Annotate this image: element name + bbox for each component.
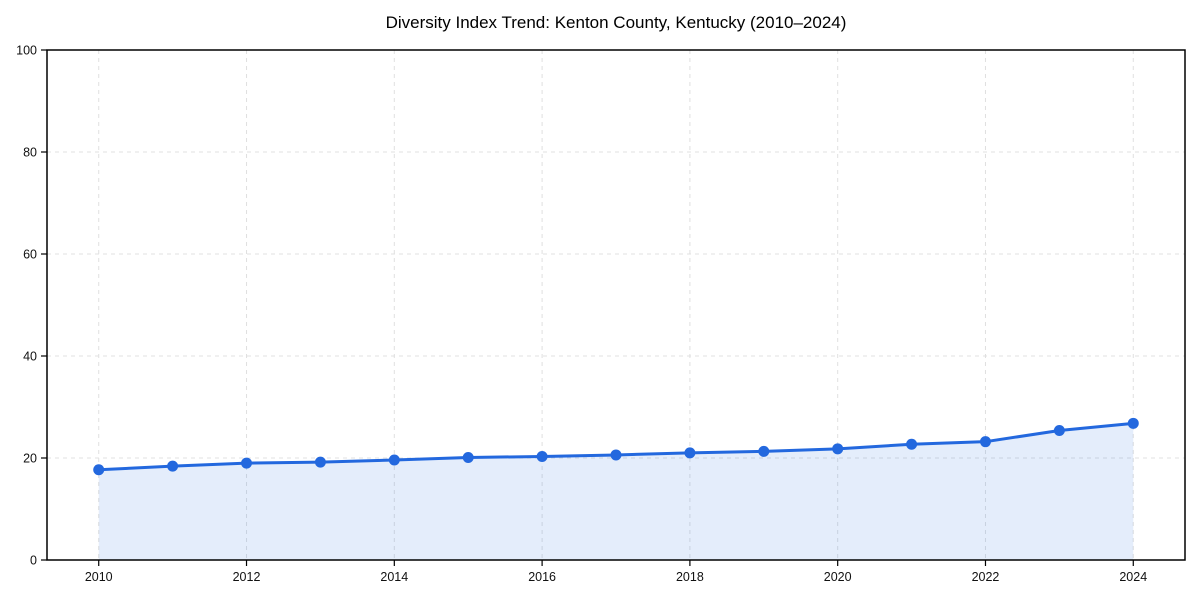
- data-point: [1053, 424, 1065, 436]
- data-point: [758, 445, 770, 457]
- y-tick-label: 40: [23, 350, 37, 364]
- chart-title: Diversity Index Trend: Kenton County, Ke…: [385, 13, 847, 32]
- data-point: [462, 451, 474, 463]
- y-tick-label: 60: [23, 248, 37, 262]
- x-tick-label: 2022: [972, 570, 1000, 584]
- data-point: [610, 449, 622, 461]
- y-tick-label: 100: [16, 44, 37, 58]
- data-point: [906, 438, 918, 450]
- data-point: [536, 450, 548, 462]
- data-point: [684, 447, 696, 459]
- data-point: [1127, 417, 1139, 429]
- area-fill: [98, 423, 1134, 560]
- plot-border: [46, 49, 1186, 561]
- data-point: [832, 443, 844, 455]
- y-tick-label: 80: [23, 146, 37, 160]
- data-point: [93, 464, 105, 476]
- data-point: [979, 436, 991, 448]
- x-tick-label: 2012: [233, 570, 261, 584]
- y-tick-label: 20: [23, 452, 37, 466]
- data-point: [314, 456, 326, 468]
- data-point: [388, 454, 400, 466]
- x-tick-label: 2024: [1119, 570, 1147, 584]
- x-tick-label: 2018: [676, 570, 704, 584]
- x-tick-label: 2016: [528, 570, 556, 584]
- y-tick-label: 0: [30, 554, 37, 568]
- x-tick-label: 2010: [85, 570, 113, 584]
- data-point: [241, 457, 253, 469]
- x-tick-label: 2014: [380, 570, 408, 584]
- data-point: [167, 460, 179, 472]
- x-tick-label: 2020: [824, 570, 852, 584]
